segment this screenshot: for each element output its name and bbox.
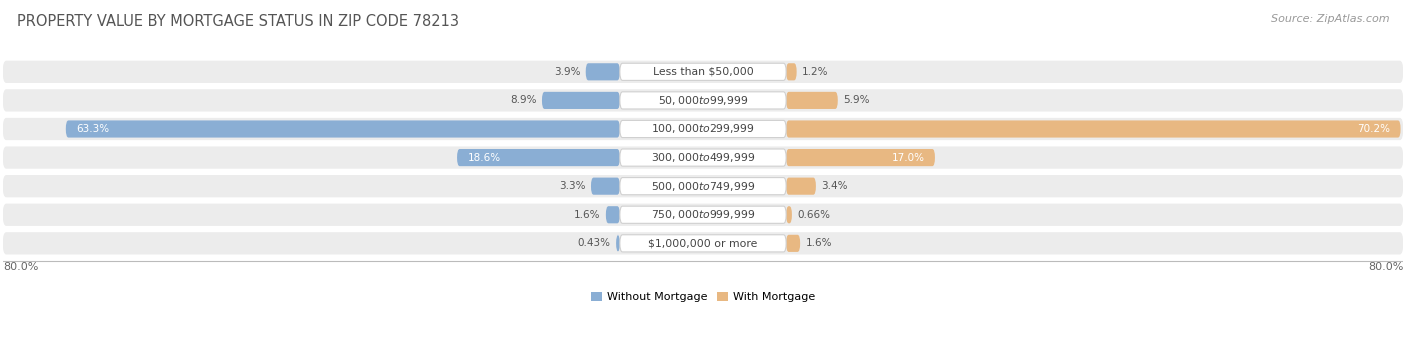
Text: 18.6%: 18.6% bbox=[468, 153, 501, 163]
FancyBboxPatch shape bbox=[786, 206, 792, 223]
Text: 3.3%: 3.3% bbox=[560, 181, 586, 191]
FancyBboxPatch shape bbox=[620, 177, 786, 195]
FancyBboxPatch shape bbox=[786, 63, 797, 80]
FancyBboxPatch shape bbox=[786, 177, 815, 195]
Text: 0.43%: 0.43% bbox=[578, 238, 610, 248]
FancyBboxPatch shape bbox=[66, 120, 620, 138]
FancyBboxPatch shape bbox=[457, 149, 620, 166]
Text: 8.9%: 8.9% bbox=[510, 96, 537, 105]
FancyBboxPatch shape bbox=[3, 232, 1403, 255]
FancyBboxPatch shape bbox=[3, 175, 1403, 197]
Text: 0.66%: 0.66% bbox=[797, 210, 830, 220]
Text: 70.2%: 70.2% bbox=[1357, 124, 1391, 134]
FancyBboxPatch shape bbox=[786, 149, 935, 166]
FancyBboxPatch shape bbox=[620, 149, 786, 166]
Text: $750,000 to $999,999: $750,000 to $999,999 bbox=[651, 208, 755, 221]
Text: 1.6%: 1.6% bbox=[574, 210, 600, 220]
FancyBboxPatch shape bbox=[3, 204, 1403, 226]
Text: $100,000 to $299,999: $100,000 to $299,999 bbox=[651, 122, 755, 136]
Text: Less than $50,000: Less than $50,000 bbox=[652, 67, 754, 77]
Text: Source: ZipAtlas.com: Source: ZipAtlas.com bbox=[1271, 14, 1389, 23]
FancyBboxPatch shape bbox=[620, 235, 786, 252]
Text: PROPERTY VALUE BY MORTGAGE STATUS IN ZIP CODE 78213: PROPERTY VALUE BY MORTGAGE STATUS IN ZIP… bbox=[17, 14, 458, 29]
Legend: Without Mortgage, With Mortgage: Without Mortgage, With Mortgage bbox=[586, 287, 820, 306]
FancyBboxPatch shape bbox=[786, 92, 838, 109]
Text: 63.3%: 63.3% bbox=[76, 124, 110, 134]
Text: $50,000 to $99,999: $50,000 to $99,999 bbox=[658, 94, 748, 107]
FancyBboxPatch shape bbox=[3, 61, 1403, 83]
FancyBboxPatch shape bbox=[620, 92, 786, 109]
Text: $300,000 to $499,999: $300,000 to $499,999 bbox=[651, 151, 755, 164]
FancyBboxPatch shape bbox=[3, 118, 1403, 140]
FancyBboxPatch shape bbox=[3, 147, 1403, 169]
FancyBboxPatch shape bbox=[606, 206, 620, 223]
Text: 80.0%: 80.0% bbox=[1368, 262, 1403, 272]
Text: 1.2%: 1.2% bbox=[801, 67, 828, 77]
Text: 17.0%: 17.0% bbox=[891, 153, 925, 163]
Text: 1.6%: 1.6% bbox=[806, 238, 832, 248]
FancyBboxPatch shape bbox=[541, 92, 620, 109]
FancyBboxPatch shape bbox=[616, 235, 620, 252]
FancyBboxPatch shape bbox=[786, 235, 800, 252]
Text: $1,000,000 or more: $1,000,000 or more bbox=[648, 238, 758, 248]
FancyBboxPatch shape bbox=[586, 63, 620, 80]
FancyBboxPatch shape bbox=[620, 120, 786, 138]
FancyBboxPatch shape bbox=[620, 206, 786, 223]
FancyBboxPatch shape bbox=[786, 120, 1400, 138]
Text: $500,000 to $749,999: $500,000 to $749,999 bbox=[651, 180, 755, 193]
FancyBboxPatch shape bbox=[620, 63, 786, 80]
FancyBboxPatch shape bbox=[3, 89, 1403, 112]
FancyBboxPatch shape bbox=[591, 177, 620, 195]
Text: 5.9%: 5.9% bbox=[844, 96, 869, 105]
Text: 3.4%: 3.4% bbox=[821, 181, 848, 191]
Text: 80.0%: 80.0% bbox=[3, 262, 38, 272]
Text: 3.9%: 3.9% bbox=[554, 67, 581, 77]
